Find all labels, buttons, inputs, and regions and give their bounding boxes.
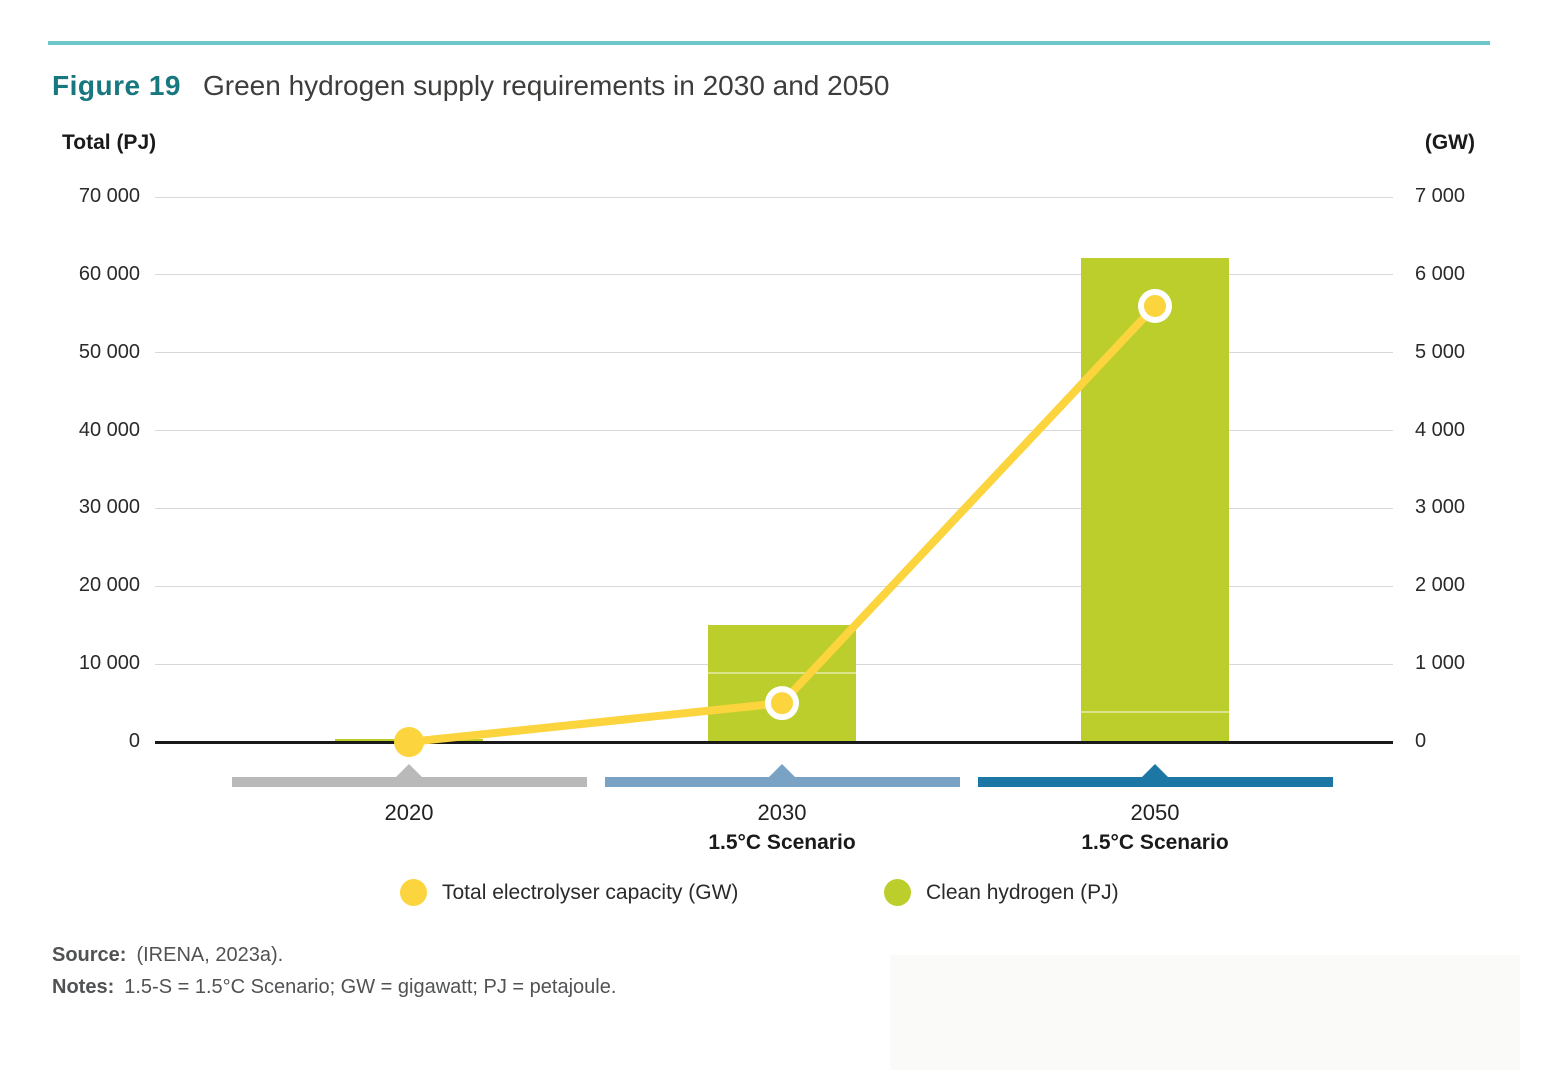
category-year-label: 2030: [757, 800, 807, 825]
legend-label-clean-hydrogen: Clean hydrogen (PJ): [926, 880, 1119, 904]
left-axis-title: Total (PJ): [62, 131, 157, 154]
category-scenario-label: 1.5°C Scenario: [708, 831, 856, 854]
y-axis-tick-label-right: 3 000: [1415, 496, 1466, 519]
legend-item-electrolyser: Total electrolyser capacity (GW): [400, 879, 738, 906]
clean-hydrogen-legend-dot-icon: [884, 879, 911, 906]
source-label: Source:: [52, 944, 127, 966]
clean-hydrogen-bar: [708, 625, 856, 742]
figure-number: Figure 19: [52, 70, 181, 101]
bar-segment-seam: [1081, 711, 1229, 714]
category-band: [604, 777, 960, 787]
y-axis-tick-label-left: 20 000: [78, 574, 140, 597]
category-scenario-label: 1.5°C Scenario: [1081, 831, 1229, 854]
category-band: [977, 777, 1333, 787]
source-text: (IRENA, 2023a).: [136, 944, 284, 966]
y-axis-tick-label-left: 40 000: [78, 418, 140, 441]
y-axis-tick-label-right: 1 000: [1415, 652, 1466, 675]
category-year-label: 2050: [1130, 800, 1180, 825]
gridline: [155, 196, 1393, 198]
figure-title-row: Figure 19 Green hydrogen supply requireme…: [52, 70, 889, 102]
y-axis-tick-label-left: 50 000: [78, 340, 140, 363]
y-axis-tick-label-left: 70 000: [78, 185, 140, 207]
category-band-arrow-icon: [769, 764, 795, 777]
background-artifact: [890, 955, 1520, 1070]
y-axis-tick-label-right: 4 000: [1415, 418, 1466, 441]
y-axis-tick-label-left: 0: [128, 730, 140, 752]
legend-label-electrolyser: Total electrolyser capacity (GW): [442, 880, 739, 904]
gridline: [155, 274, 1393, 276]
notes-text: 1.5-S = 1.5°C Scenario; GW = gigawatt; P…: [124, 976, 617, 998]
electrolyser-legend-dot-icon: [400, 879, 427, 906]
y-axis-tick-label-right: 2 000: [1415, 574, 1466, 597]
top-divider-rule: [48, 41, 1490, 45]
figure-title: Green hydrogen supply requirements in 20…: [202, 70, 890, 101]
category-band-arrow-icon: [396, 764, 422, 777]
clean-hydrogen-bar: [1081, 257, 1229, 742]
right-axis-title: (GW): [1424, 131, 1475, 154]
y-axis-tick-label-right: 0: [1415, 730, 1427, 752]
source-line: Source: (IRENA, 2023a).: [52, 944, 283, 967]
y-axis-tick-label-right: 6 000: [1415, 262, 1466, 285]
category-year-label: 2020: [384, 800, 434, 825]
notes-label: Notes:: [52, 976, 115, 998]
category-band: [231, 777, 587, 787]
y-axis-tick-label-left: 10 000: [78, 652, 140, 675]
bar-segment-seam: [708, 671, 856, 674]
category-band-arrow-icon: [1142, 764, 1168, 777]
y-axis-tick-label-right: 5 000: [1415, 340, 1466, 363]
x-axis-line: [155, 740, 1393, 744]
y-axis-tick-label-left: 60 000: [78, 262, 140, 285]
y-axis-tick-label-left: 30 000: [78, 496, 140, 519]
notes-line: Notes: 1.5-S = 1.5°C Scenario; GW = gigaw…: [52, 976, 616, 999]
y-axis-tick-label-right: 7 000: [1415, 185, 1466, 207]
legend-item-clean-hydrogen: Clean hydrogen (PJ): [884, 879, 1119, 906]
